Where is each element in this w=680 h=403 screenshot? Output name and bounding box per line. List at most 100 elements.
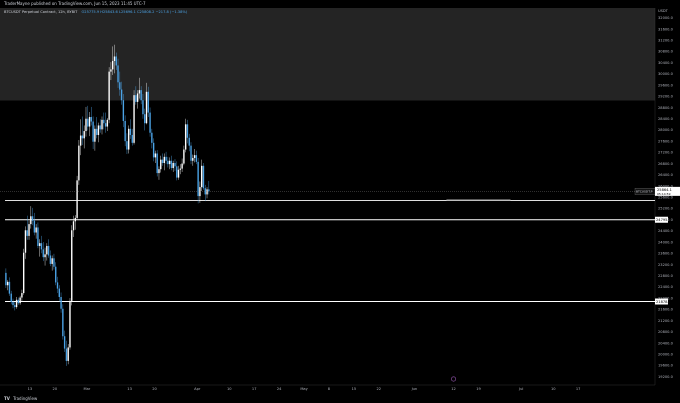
- candle-body: [177, 169, 180, 178]
- candle-body: [117, 65, 119, 83]
- candle-body: [108, 71, 110, 120]
- candle-body: [10, 293, 12, 303]
- y-tick-label: 27600.0: [658, 139, 674, 143]
- candle-body: [104, 123, 107, 127]
- candle-body: [131, 134, 133, 143]
- candle-body: [186, 124, 189, 138]
- x-tick-label: Apr: [194, 387, 201, 391]
- y-tick-label: 31200.0: [658, 39, 674, 43]
- x-tick-label: 20: [53, 387, 58, 391]
- candle-body: [113, 56, 116, 61]
- x-tick-label: 10: [227, 387, 232, 391]
- candle-body: [197, 161, 199, 197]
- x-tick-label: Jul: [518, 387, 523, 391]
- x-tick-label: 10: [551, 387, 556, 391]
- x-tick-label: Mar: [83, 387, 90, 391]
- candle-body: [97, 125, 100, 135]
- y-tick-label: 29600.0: [658, 83, 674, 87]
- candle-body: [28, 224, 30, 236]
- candle-body: [95, 128, 98, 135]
- candle-body: [184, 124, 187, 150]
- candle-body: [115, 56, 117, 66]
- candle-body: [94, 128, 96, 142]
- candle-body: [19, 297, 21, 304]
- y-tick-label: 27200.0: [658, 151, 674, 155]
- candle-body: [42, 249, 44, 258]
- candle-body: [152, 142, 155, 158]
- candle-body: [49, 255, 52, 264]
- y-tick-label: 20800.0: [658, 330, 674, 334]
- candle-body: [161, 159, 164, 164]
- price-tag-value: 25864.1: [657, 188, 672, 192]
- candle-body: [22, 252, 25, 294]
- candle-body: [31, 216, 34, 221]
- price-tag-countdown: 05:14:59: [657, 192, 671, 196]
- candle-body: [160, 159, 162, 170]
- y-tick-label: 26000.0: [658, 184, 674, 188]
- candle-body: [136, 93, 139, 102]
- candle-body: [87, 118, 89, 127]
- candle-body: [126, 141, 128, 150]
- candle-body: [120, 89, 123, 101]
- y-tick-label: 20000.0: [658, 352, 674, 356]
- candle-body: [208, 189, 210, 192]
- x-tick-label: 17: [576, 387, 581, 391]
- y-tick-label: 25600.0: [658, 196, 674, 200]
- candle-body: [183, 149, 185, 164]
- candle-body: [55, 266, 57, 283]
- event-marker-icon: [451, 376, 457, 382]
- y-tick-label: 24400.0: [658, 229, 674, 233]
- candle-body: [106, 119, 109, 127]
- candle-body: [51, 258, 53, 264]
- y-tick-label: 20400.0: [658, 341, 674, 345]
- x-tick-label: 24: [277, 387, 282, 391]
- candle-body: [90, 117, 93, 122]
- candle-body: [195, 155, 198, 162]
- candle-body: [128, 128, 130, 150]
- candle-body: [124, 120, 126, 142]
- y-tick-label: 29200.0: [658, 95, 674, 99]
- level-tag-box: [655, 216, 668, 223]
- symbol-title: BTCUSDT Perpetual Contract, 12h, BYBIT: [4, 10, 78, 14]
- tradingview-logo-icon: TV: [4, 396, 10, 401]
- candle-body: [158, 169, 160, 174]
- candle-body: [33, 220, 36, 233]
- level-tag-box: [655, 298, 668, 305]
- x-tick-label: 19: [476, 387, 481, 391]
- y-tick-label: 22400.0: [658, 285, 674, 289]
- candle-body: [199, 187, 201, 197]
- candle-body: [200, 165, 203, 188]
- candle-body: [111, 60, 114, 70]
- y-tick-label: 24000.0: [658, 240, 674, 244]
- candle-body: [92, 121, 94, 142]
- candle-body: [17, 299, 20, 304]
- candle-body: [202, 165, 205, 189]
- candle-body: [176, 166, 178, 178]
- candle-body: [40, 243, 43, 250]
- y-tick-label: 28800.0: [658, 106, 674, 110]
- candle-body: [85, 118, 87, 132]
- candle-body: [71, 230, 73, 301]
- candle-body: [172, 163, 174, 169]
- y-tick-label: 19600.0: [658, 364, 674, 368]
- candle-body: [67, 347, 69, 361]
- y-tick-label: 31600.0: [658, 27, 674, 31]
- candle-body: [204, 188, 206, 195]
- gray-bracket: [446, 199, 511, 201]
- candle-body: [140, 90, 142, 101]
- level-tag-label: 21878.8: [656, 300, 672, 304]
- candle-body: [76, 180, 78, 218]
- price-tag-box: [655, 186, 680, 196]
- candle-body: [12, 302, 14, 306]
- candle-body: [62, 308, 64, 337]
- candle-body: [60, 296, 62, 309]
- candle-body: [35, 227, 37, 233]
- candle-body: [44, 254, 46, 258]
- x-tick-label: 8: [328, 387, 331, 391]
- candle-body: [8, 281, 11, 294]
- symbol-legend: BTCUSDT Perpetual Contract, 12h, BYBIT O…: [4, 8, 187, 17]
- candle-body: [144, 114, 146, 124]
- y-tick-label: 22000.0: [658, 296, 674, 300]
- candle-body: [151, 132, 153, 143]
